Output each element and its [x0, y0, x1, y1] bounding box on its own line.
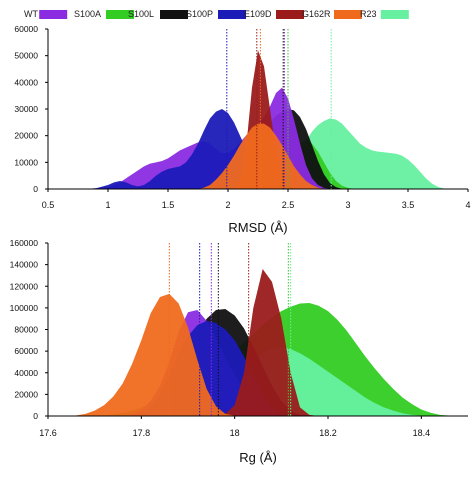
- y-tick-label: 140000: [10, 260, 39, 270]
- x-tick-label: 4: [465, 200, 470, 210]
- legend-swatch: [218, 10, 246, 19]
- y-tick-label: 20000: [14, 389, 38, 399]
- series-layer: [66, 268, 459, 416]
- legend-swatch: [160, 10, 188, 19]
- legend: WT S100A S100L S100P E109D G162R R23: [24, 9, 409, 19]
- legend-label: S100P: [186, 9, 213, 19]
- legend-swatch: [334, 10, 362, 19]
- series-area-r23: [84, 118, 456, 189]
- axes: 0 10000 20000 30000 40000 50000 60000 0.5 1 1.5 2 2…: [14, 24, 470, 210]
- x-tick-label: 17.8: [133, 428, 151, 438]
- mean-lines: [226, 29, 332, 189]
- legend-item-s100p: S100P: [186, 9, 246, 19]
- y-tick-label: 100000: [10, 303, 39, 313]
- x-tick-label: 3.5: [402, 200, 415, 210]
- series-area-s100p: [84, 109, 456, 189]
- series-area-g162r: [84, 123, 456, 189]
- x-tick-label: 0.5: [42, 200, 55, 210]
- y-tick-label: 60000: [14, 346, 38, 356]
- legend-item-g162r: G162R: [302, 9, 362, 19]
- legend-label: S100L: [128, 9, 154, 19]
- x-tick-label: 2.5: [282, 200, 295, 210]
- legend-item-s100l: S100L: [128, 9, 188, 19]
- x-tick-label: 18: [230, 428, 240, 438]
- x-tick-label: 2: [225, 200, 230, 210]
- y-tick-label: 40000: [14, 77, 38, 87]
- legend-item-s100a: S100A: [74, 9, 134, 19]
- y-tick-label: 60000: [14, 24, 38, 34]
- legend-item-r23: R23: [360, 9, 409, 19]
- legend-label: WT: [24, 9, 38, 19]
- x-axis-title: RMSD (Å): [228, 220, 287, 235]
- legend-item-e109d: E109D: [244, 9, 304, 19]
- rg-panel: 0 20000 40000 60000 80000 100000 120000 140000 1…: [10, 238, 468, 465]
- x-axis-title: Rg (Å): [239, 450, 277, 465]
- legend-swatch: [106, 10, 134, 19]
- x-tick-label: 18.2: [319, 428, 337, 438]
- series-area-g162r: [66, 293, 459, 416]
- series-layer: [84, 50, 456, 189]
- series-area-e109d: [66, 268, 459, 416]
- y-tick-label: 120000: [10, 281, 39, 291]
- y-tick-label: 0: [33, 184, 38, 194]
- y-tick-label: 40000: [14, 368, 38, 378]
- axes: 0 20000 40000 60000 80000 100000 120000 140000 1…: [10, 238, 468, 438]
- legend-swatch: [39, 10, 68, 19]
- legend-item-wt: WT: [24, 9, 68, 19]
- y-tick-label: 50000: [14, 51, 38, 61]
- y-tick-label: 20000: [14, 131, 38, 141]
- y-tick-label: 0: [33, 411, 38, 421]
- legend-label: S100A: [74, 9, 101, 19]
- series-area-e109d: [84, 50, 456, 189]
- legend-label: G162R: [302, 9, 331, 19]
- x-tick-label: 18.4: [413, 428, 431, 438]
- y-tick-label: 10000: [14, 157, 38, 167]
- y-tick-label: 80000: [14, 325, 38, 335]
- y-tick-label: 160000: [10, 238, 39, 248]
- rmsd-panel: 0 10000 20000 30000 40000 50000 60000 0.5 1 1.5 2 2…: [14, 24, 470, 235]
- x-tick-label: 1.5: [162, 200, 175, 210]
- legend-label: R23: [360, 9, 377, 19]
- x-tick-label: 17.6: [39, 428, 57, 438]
- y-tick-label: 30000: [14, 104, 38, 114]
- x-tick-label: 1: [105, 200, 110, 210]
- legend-label: E109D: [244, 9, 272, 19]
- legend-swatch: [380, 10, 409, 19]
- mean-lines: [168, 243, 292, 416]
- legend-swatch: [276, 10, 304, 19]
- x-tick-label: 3: [345, 200, 350, 210]
